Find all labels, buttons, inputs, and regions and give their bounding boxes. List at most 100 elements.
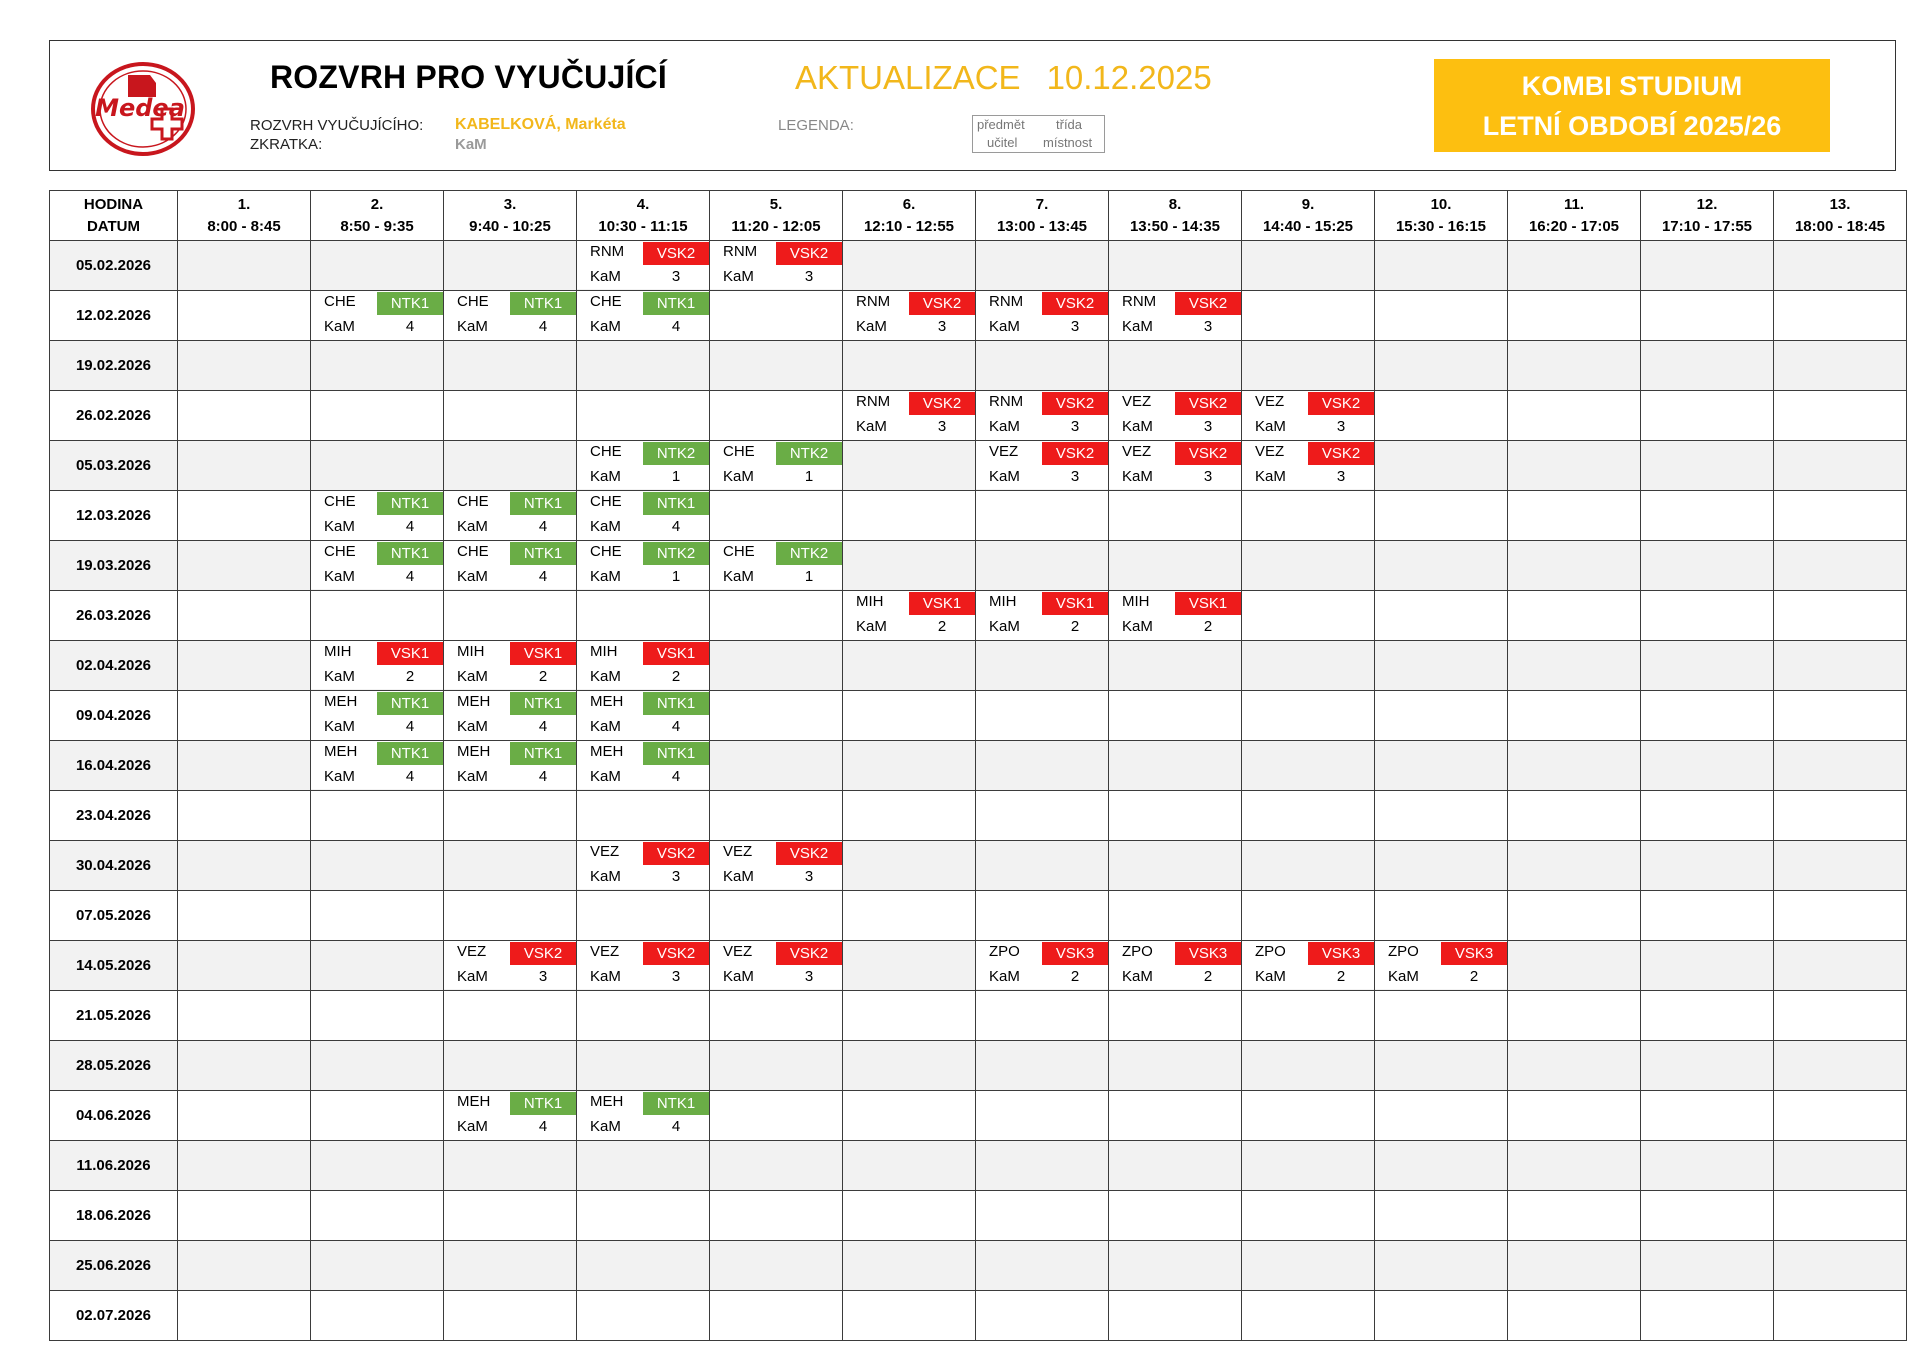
slot-cell xyxy=(1241,340,1375,391)
lesson-class: VSK3 xyxy=(1308,942,1374,965)
lesson-teacher: KaM xyxy=(1122,968,1153,985)
study-period: LETNÍ OBDOBÍ 2025/26 xyxy=(1482,111,1782,141)
header-row: HODINA DATUM 1. 8:00 - 8:45 2. 8:50 - 9:35 3… xyxy=(49,190,1907,241)
slot-cell xyxy=(443,240,577,291)
lesson-class: NTK2 xyxy=(643,442,709,465)
slot-cell xyxy=(310,890,444,941)
date-cell: 21.05.2026 xyxy=(49,990,178,1041)
lesson-class: VSK2 xyxy=(776,942,842,965)
slot-cell xyxy=(443,340,577,391)
lesson-room: 4 xyxy=(405,568,415,585)
table-row: 25.06.2026 xyxy=(49,1240,1907,1291)
legend-class: třída xyxy=(1056,117,1083,132)
lesson-class: VSK2 xyxy=(776,242,842,265)
slot-cell xyxy=(576,1290,710,1341)
lesson-teacher: KaM xyxy=(590,518,621,535)
lesson-subject: MEH xyxy=(590,743,624,760)
slot-cell xyxy=(842,1190,976,1241)
hour-header-5: 5. 11:20 - 12:05 xyxy=(709,190,843,241)
slot-cell xyxy=(709,290,843,341)
lesson-teacher: KaM xyxy=(457,568,488,585)
date-cell: 04.06.2026 xyxy=(49,1090,178,1141)
table-row: 23.04.2026 xyxy=(49,790,1907,841)
slot-cell xyxy=(842,1090,976,1141)
hour-header-7: 7. 13:00 - 13:45 xyxy=(975,190,1109,241)
lesson-teacher: KaM xyxy=(324,768,355,785)
slot-cell xyxy=(1640,840,1774,891)
slot-cell xyxy=(1374,1090,1508,1141)
slot-cell xyxy=(1241,540,1375,591)
slot-cell xyxy=(709,640,843,691)
lesson-room: 3 xyxy=(538,968,548,985)
hour-header-13: 13. 18:00 - 18:45 xyxy=(1773,190,1907,241)
slot-cell xyxy=(842,1040,976,1091)
slot-cell xyxy=(310,840,444,891)
lesson-room: 4 xyxy=(671,768,681,785)
slot-cell xyxy=(177,1040,311,1091)
hour-header-8: 8. 13:50 - 14:35 xyxy=(1108,190,1242,241)
slot-cell xyxy=(709,590,843,641)
lesson-subject: MEH xyxy=(324,693,358,710)
lesson-class: NTK1 xyxy=(643,692,709,715)
slot-cell xyxy=(1241,790,1375,841)
hour-time: 15:30 - 16:15 xyxy=(1395,217,1487,235)
slot-cell xyxy=(310,240,444,291)
slot-cell xyxy=(842,540,976,591)
lesson-block: ZPO VSK3 KaM 2 xyxy=(1242,941,1374,989)
table-row: 19.03.2026 CHE NTK1 KaM 4 CHE NTK1 KaM 4 CHE NTK2 K… xyxy=(49,540,1907,591)
slot-cell xyxy=(1507,690,1641,741)
hour-time: 13:50 - 14:35 xyxy=(1129,217,1221,235)
slot-cell xyxy=(1241,840,1375,891)
slot-cell: VEZ VSK2 KaM 3 xyxy=(1241,390,1375,441)
lesson-subject: MEH xyxy=(457,1093,491,1110)
slot-cell xyxy=(1241,490,1375,541)
lesson-teacher: KaM xyxy=(457,1118,488,1135)
slot-cell xyxy=(1773,1290,1907,1341)
slot-cell: CHE NTK1 KaM 4 xyxy=(443,290,577,341)
lesson-block: RNM VSK2 KaM 3 xyxy=(843,291,975,339)
slot-cell xyxy=(1374,290,1508,341)
teacher-label: ROZVRH VYUČUJÍCÍHO: xyxy=(250,117,424,134)
lesson-subject: RNM xyxy=(723,243,758,260)
lesson-subject: VEZ xyxy=(1255,443,1285,460)
svg-text:Medea: Medea xyxy=(95,94,185,122)
hour-number: 8. xyxy=(1168,195,1182,213)
lesson-subject: ZPO xyxy=(989,943,1020,960)
lesson-block: MIH VSK1 KaM 2 xyxy=(444,641,576,689)
slot-cell xyxy=(1108,1190,1242,1241)
lesson-room: 4 xyxy=(538,568,548,585)
slot-cell xyxy=(1507,1190,1641,1241)
lesson-room: 3 xyxy=(1203,418,1213,435)
slot-cell xyxy=(177,240,311,291)
slot-cell xyxy=(1773,690,1907,741)
slot-cell: MIH VSK1 KaM 2 xyxy=(842,590,976,641)
lesson-subject: VEZ xyxy=(590,843,620,860)
slot-cell xyxy=(443,1190,577,1241)
slot-cell xyxy=(1773,240,1907,291)
lesson-block: CHE NTK1 KaM 4 xyxy=(311,491,443,539)
slot-cell: RNM VSK2 KaM 3 xyxy=(842,390,976,441)
slot-cell xyxy=(975,540,1109,591)
slot-cell: RNM VSK2 KaM 3 xyxy=(576,240,710,291)
lesson-teacher: KaM xyxy=(457,718,488,735)
lesson-room: 2 xyxy=(1469,968,1479,985)
slot-cell xyxy=(842,690,976,741)
lesson-subject: MIH xyxy=(989,593,1017,610)
slot-cell xyxy=(975,890,1109,941)
slot-cell xyxy=(443,1040,577,1091)
corner-cell: HODINA DATUM xyxy=(49,190,178,241)
lesson-block: VEZ VSK2 KaM 3 xyxy=(1242,391,1374,439)
lesson-class: NTK1 xyxy=(643,1092,709,1115)
lesson-block: MEH NTK1 KaM 4 xyxy=(577,741,709,789)
slot-cell xyxy=(1241,1140,1375,1191)
slot-cell xyxy=(310,590,444,641)
lesson-class: NTK1 xyxy=(510,492,576,515)
legend-label: LEGENDA: xyxy=(778,117,854,134)
lesson-block: CHE NTK1 KaM 4 xyxy=(444,541,576,589)
slot-cell: MEH NTK1 KaM 4 xyxy=(310,740,444,791)
lesson-class: VSK2 xyxy=(1175,442,1241,465)
slot-cell xyxy=(310,990,444,1041)
slot-cell xyxy=(1640,1090,1774,1141)
slot-cell xyxy=(1507,590,1641,641)
lesson-room: 3 xyxy=(804,268,814,285)
